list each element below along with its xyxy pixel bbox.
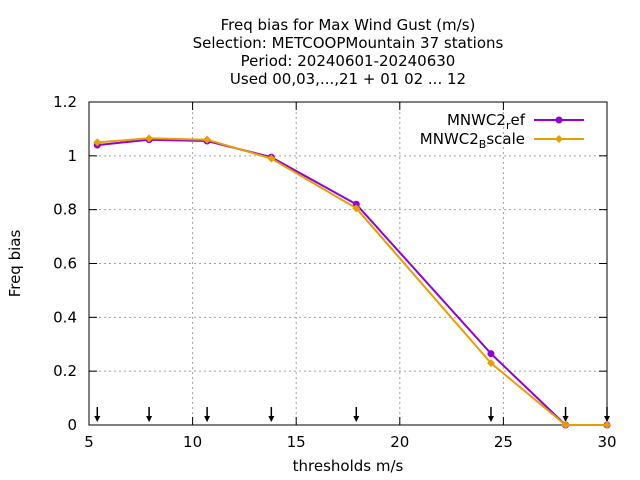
title-line-2: Selection: METCOOPMountain 37 stations (193, 34, 504, 52)
series-2-point (267, 154, 276, 163)
series-2-point (93, 138, 102, 147)
series-2-point (145, 134, 154, 143)
threshold-arrow (562, 407, 569, 422)
series-2-point (352, 204, 361, 213)
x-tick-label: 30 (597, 433, 616, 451)
grid (89, 102, 607, 425)
series-2-point (561, 421, 570, 429)
y-axis-ticks: 0 0.2 0.4 0.6 0.8 1 1.2 (53, 93, 607, 434)
title-line-4: Used 00,03,...,21 + 01 02 ... 12 (230, 70, 466, 88)
y-tick-label: 1 (67, 147, 77, 165)
threshold-arrow (487, 407, 494, 422)
y-tick-label: 0 (67, 416, 77, 434)
series-2-point (486, 359, 495, 368)
legend-marker-1 (555, 116, 563, 124)
x-tick-label: 10 (183, 433, 202, 451)
title-line-3: Period: 20240601-20240630 (241, 52, 456, 70)
x-tick-label: 25 (494, 433, 513, 451)
threshold-arrow (94, 407, 101, 422)
threshold-markers (94, 407, 610, 422)
series-2-point (203, 135, 212, 144)
y-tick-label: 0.6 (53, 255, 77, 273)
x-axis-ticks: 5 10 15 20 25 30 (84, 102, 617, 451)
x-tick-label: 5 (84, 433, 94, 451)
y-tick-label: 0.4 (53, 308, 77, 326)
y-tick-label: 0.2 (53, 362, 77, 380)
legend-label-2: MNWC2Bscale (420, 130, 525, 151)
threshold-arrow (604, 407, 610, 422)
threshold-arrow (353, 407, 360, 422)
series-line-1 (97, 138, 607, 426)
series-line-2 (97, 137, 607, 426)
chart-title: Freq bias for Max Wind Gust (m/s)Selecti… (193, 16, 504, 88)
y-tick-label: 0.8 (53, 201, 77, 219)
x-axis-label: thresholds m/s (293, 457, 404, 475)
x-tick-label: 15 (287, 433, 306, 451)
title-line-1: Freq bias for Max Wind Gust (m/s) (221, 16, 476, 34)
threshold-arrow (268, 407, 275, 422)
threshold-arrow (146, 407, 153, 422)
series-1-point (352, 200, 360, 208)
y-tick-label: 1.2 (53, 93, 77, 111)
threshold-arrow (204, 407, 211, 422)
series (93, 134, 611, 429)
legend-label-1: MNWC2ref (447, 111, 526, 132)
x-tick-label: 20 (390, 433, 409, 451)
legend-marker-2 (555, 135, 563, 143)
series-2-point (603, 421, 611, 429)
y-axis-label: Freq bias (6, 230, 24, 298)
series-1-point (487, 350, 495, 358)
